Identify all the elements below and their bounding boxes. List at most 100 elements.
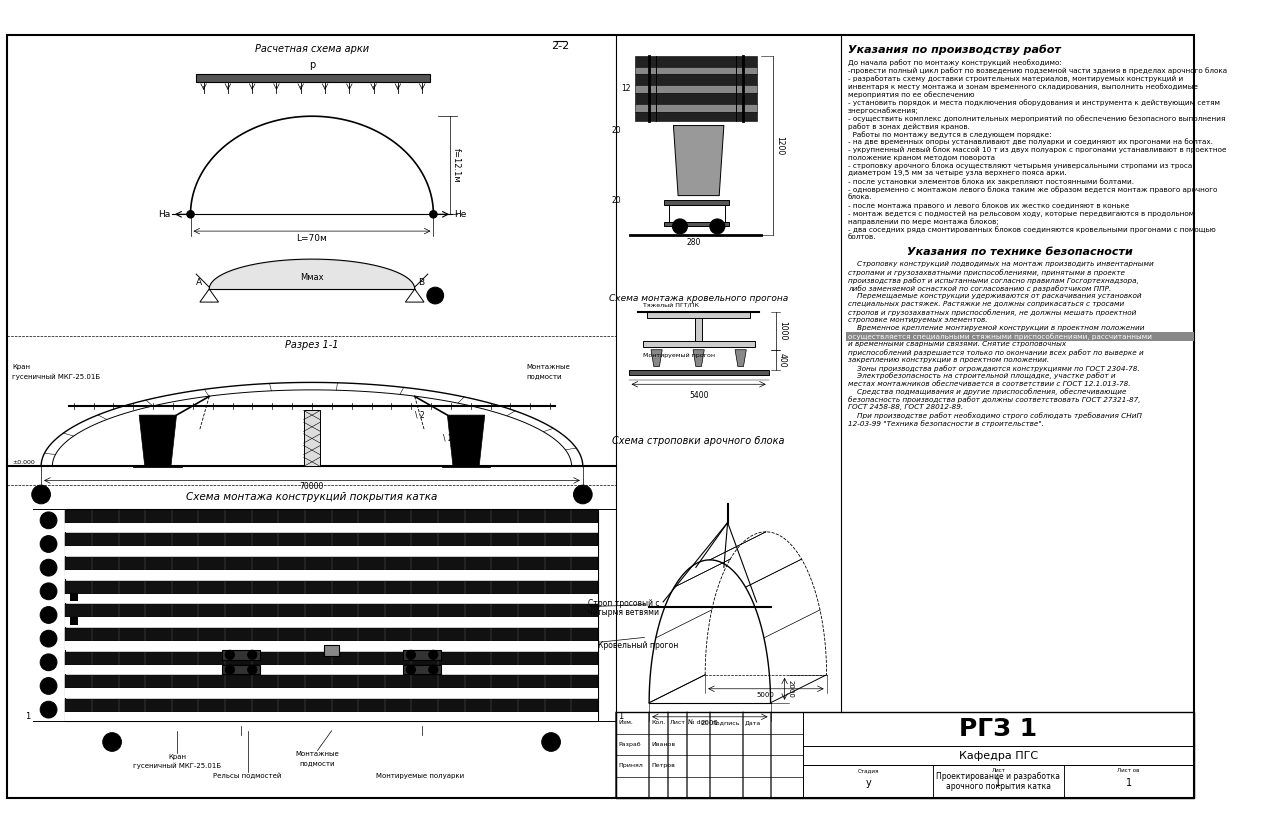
Bar [324, 645, 340, 656]
Text: Разраб: Разраб [619, 742, 640, 747]
Text: Г: Г [46, 634, 51, 643]
Circle shape [430, 211, 437, 218]
Polygon shape [674, 126, 724, 196]
Text: Лист: Лист [670, 721, 685, 726]
Text: Кровельный прогон: Кровельный прогон [598, 641, 678, 650]
Text: четырмя ветвями: четырмя ветвями [589, 608, 660, 617]
Polygon shape [693, 350, 705, 367]
Text: До начала работ по монтажу конструкций необходимо:: До начала работ по монтажу конструкций н… [847, 59, 1062, 66]
Circle shape [673, 219, 688, 234]
Circle shape [225, 665, 234, 675]
Text: Строп тросовый с: Строп тросовый с [589, 599, 660, 608]
Text: ГОСТ 2458-88, ГОСТ 28012-89.: ГОСТ 2458-88, ГОСТ 28012-89. [847, 404, 963, 411]
Text: 1200: 1200 [775, 136, 784, 155]
Text: Лист: Лист [992, 768, 1006, 773]
Bar [635, 67, 756, 74]
Bar [66, 510, 598, 522]
Text: 1: 1 [39, 490, 44, 499]
Circle shape [40, 631, 57, 647]
Text: Электробезопасность на строительной площадке, участке работ и: Электробезопасность на строительной площ… [847, 372, 1116, 380]
Text: 400: 400 [778, 352, 787, 367]
Text: 20: 20 [612, 196, 621, 205]
Bar [635, 74, 756, 86]
Text: р: р [309, 59, 315, 69]
Text: Не: Не [454, 210, 467, 219]
Text: \ 2: \ 2 [442, 434, 453, 443]
Text: 2000: 2000 [787, 680, 793, 698]
Bar [694, 318, 702, 342]
Text: 1: 1 [1125, 778, 1132, 788]
Bar [66, 699, 598, 712]
Text: мероприятия по ее обеспечению: мероприятия по ее обеспечению [847, 91, 975, 97]
Text: Расчетная схема арки: Расчетная схема арки [255, 44, 369, 54]
Text: Принял: Принял [619, 763, 643, 768]
Polygon shape [139, 415, 176, 466]
Bar [804, 765, 934, 798]
Text: Указания по производству работ: Указания по производству работ [847, 44, 1061, 55]
Text: - на две временных опоры устанавливают две полуарки и соединяют их прогонами на : - на две временных опоры устанавливают д… [847, 138, 1213, 146]
Bar [404, 651, 441, 660]
Text: Подпись: Подпись [711, 721, 741, 726]
Text: B: B [418, 278, 424, 287]
Circle shape [574, 485, 592, 504]
Text: 1: 1 [995, 778, 1002, 788]
Text: - укрупненный левый блок массой 10 т из двух полуарок с прогонами устанавливают : - укрупненный левый блок массой 10 т из … [847, 147, 1227, 153]
Bar [66, 688, 598, 698]
Circle shape [248, 665, 257, 675]
Text: Схема монтажа конструкций покрытия катка: Схема монтажа конструкций покрытия катка [186, 491, 437, 501]
Text: у: у [865, 778, 871, 788]
Text: специальных растяжек. Растяжки не должны соприкасаться с тросами: специальных растяжек. Растяжки не должны… [847, 302, 1124, 307]
Circle shape [40, 536, 57, 552]
Text: 12-03-99 "Техника безопасности в строительстве".: 12-03-99 "Техника безопасности в строите… [847, 420, 1044, 427]
Bar [66, 651, 598, 665]
Text: - после установки элементов блока их закрепляют постоянными болтами.: - после установки элементов блока их зак… [847, 178, 1134, 185]
Bar [66, 712, 598, 721]
Bar [629, 370, 769, 375]
Bar [846, 332, 1193, 341]
Bar [66, 508, 598, 721]
Circle shape [406, 651, 415, 660]
Circle shape [40, 559, 57, 576]
Bar [66, 522, 598, 532]
Text: - осуществить комплекс дополнительных мероприятий по обеспечению безопасного вып: - осуществить комплекс дополнительных ме… [847, 115, 1226, 122]
Text: Работы по монтажу ведутся в следующем порядке:: Работы по монтажу ведутся в следующем по… [847, 131, 1052, 137]
Text: - два соседних ряда смонтированных блоков соединяются кровельными прогонами с по: - два соседних ряда смонтированных блоко… [847, 226, 1215, 232]
Text: либо заменяемой оснасткой по согласованию с разработчиком ППР.: либо заменяемой оснасткой по согласовани… [847, 285, 1111, 292]
Text: закреплению конструкции в проектном положении.: закреплению конструкции в проектном поло… [847, 357, 1049, 362]
Text: L=70м: L=70м [297, 234, 328, 243]
Text: Иванов: Иванов [651, 742, 675, 747]
Circle shape [406, 665, 415, 675]
Text: Ммах: Ммах [300, 272, 324, 282]
Text: ±0.000: ±0.000 [12, 460, 35, 465]
Text: A: A [195, 278, 202, 287]
Text: безопасность производства работ должны соответствовать ГОСТ 27321-87,: безопасность производства работ должны с… [847, 397, 1141, 403]
Text: 2000: 2000 [701, 720, 719, 726]
Text: подмости: подмости [300, 760, 336, 766]
Bar [69, 593, 77, 601]
Bar [303, 411, 320, 466]
Text: Ж: Ж [44, 563, 53, 572]
Circle shape [541, 733, 561, 751]
Bar [404, 665, 441, 675]
Bar [643, 342, 755, 347]
Text: 1000: 1000 [778, 322, 787, 341]
Text: И: И [45, 540, 51, 548]
Text: Изм.: Изм. [619, 721, 633, 726]
Bar [66, 594, 598, 603]
Text: производства работ и испытанными согласно правилам Госгортехнадзора,: производства работ и испытанными согласн… [847, 277, 1139, 284]
Text: 5000: 5000 [757, 691, 775, 697]
Text: подмости: подмости [527, 373, 562, 379]
Bar [66, 557, 598, 570]
Text: энергоснабжения;: энергоснабжения; [847, 107, 919, 113]
Bar [635, 92, 756, 104]
Text: осуществляется специальными стяжными приспособлениями, рассчитанными: осуществляется специальными стяжными при… [847, 333, 1152, 340]
Text: 2: 2 [580, 490, 585, 499]
Bar [66, 581, 598, 594]
Polygon shape [736, 350, 746, 367]
Text: и временными сварными связями. Снятие строповочных: и временными сварными связями. Снятие ст… [847, 341, 1066, 347]
Text: РГЗ 1: РГЗ 1 [959, 717, 1038, 741]
Bar [635, 104, 756, 112]
Text: диаметром 19,5 мм за четыре узла верхнего пояса арки.: диаметром 19,5 мм за четыре узла верхнег… [847, 171, 1066, 177]
Text: направлении по мере монтажа блоков;: направлении по мере монтажа блоков; [847, 218, 999, 225]
Bar [66, 570, 598, 580]
